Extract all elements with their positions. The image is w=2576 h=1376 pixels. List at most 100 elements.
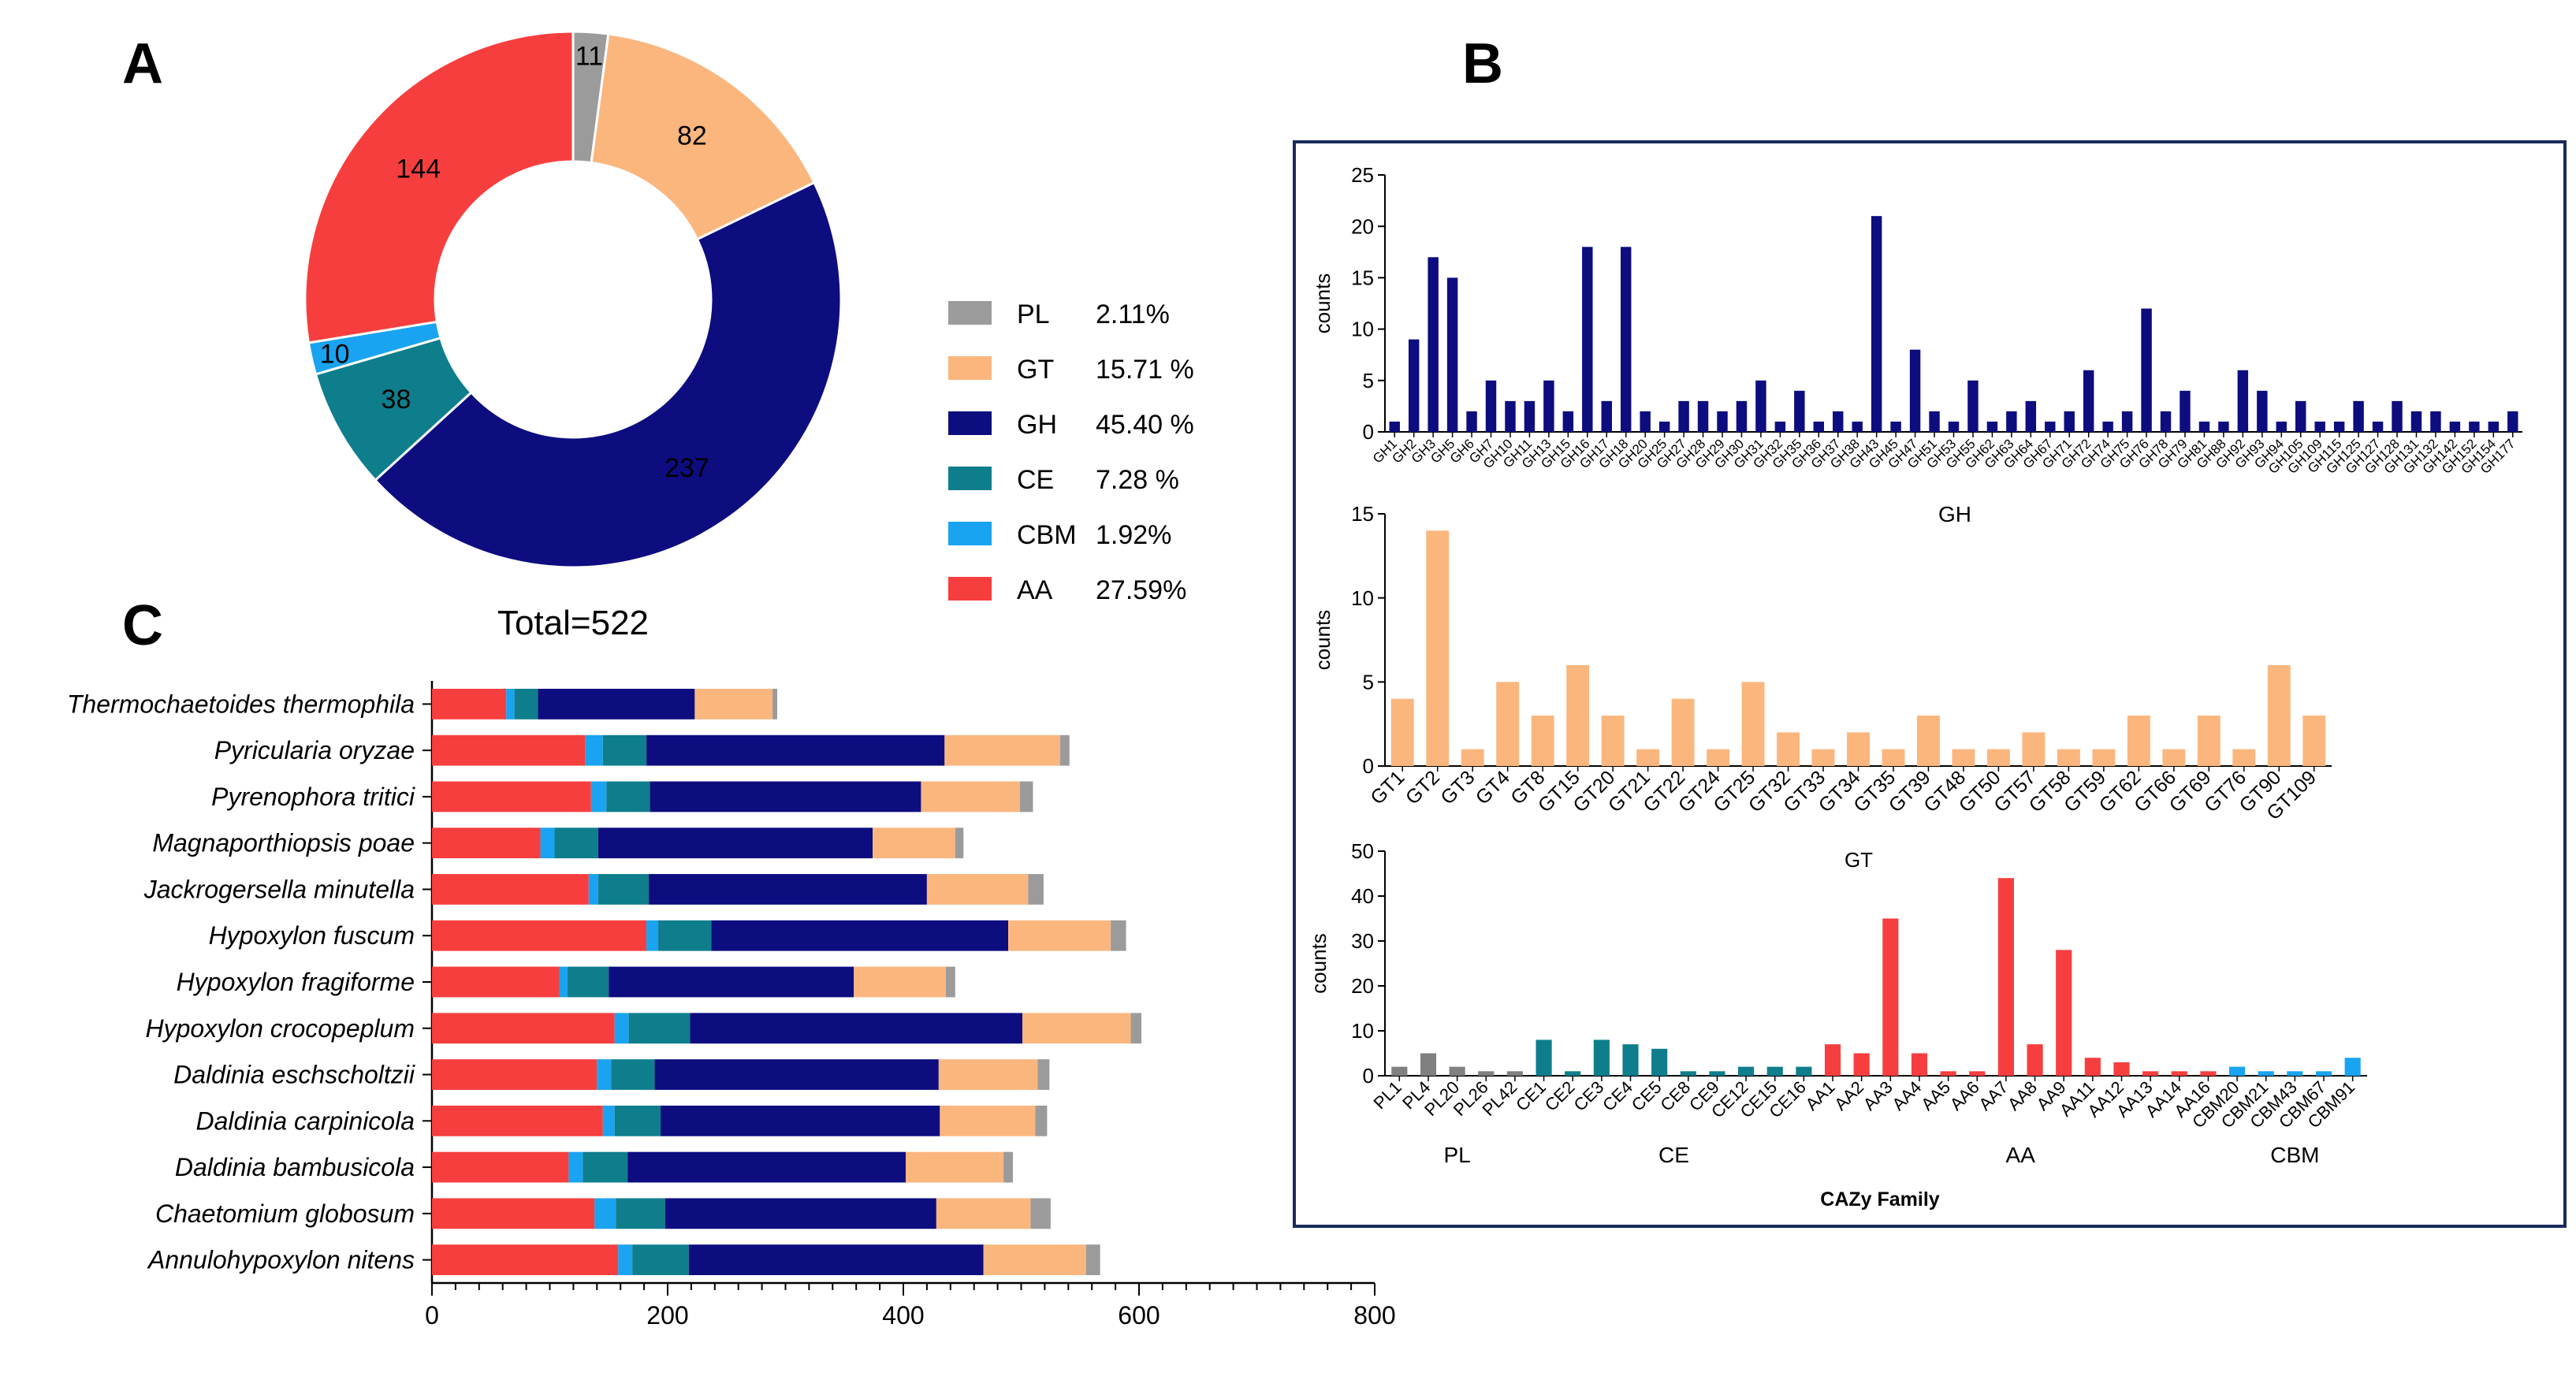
bar-segment-gh <box>688 1244 984 1276</box>
bar-segment-gh <box>627 1151 906 1183</box>
bar-segment-gt <box>944 734 1060 766</box>
x-tick-label: PL1 <box>1369 1077 1405 1113</box>
x-tick-label: GT4 <box>1472 766 1514 809</box>
bar-aa9 <box>2056 950 2072 1076</box>
bar-gh25 <box>1658 421 1670 432</box>
bar-segment-pl <box>1028 874 1044 905</box>
donut-value-label: 10 <box>320 339 350 369</box>
bar-gt69 <box>2197 716 2220 766</box>
y-tick-label: 0 <box>1363 754 1374 778</box>
bar-segment-gh <box>661 1105 940 1136</box>
legend-swatch-ce <box>948 467 992 490</box>
donut-legend: PL 2.11% GT 15.71 % GH 45.40 % CE 7.28 % CBM 1.92… <box>948 299 1194 605</box>
bar-segment-gh <box>538 688 695 720</box>
bar-segment-ce <box>597 874 650 905</box>
bar-ce2 <box>1565 1071 1581 1076</box>
bar-gt21 <box>1636 749 1660 766</box>
bar-gh36 <box>1813 421 1825 432</box>
y-tick-label: 40 <box>1351 884 1374 908</box>
x-tick-label: AA3 <box>1859 1077 1897 1114</box>
bar-gh53 <box>1948 421 1960 432</box>
legend-swatch-aa <box>948 577 992 601</box>
y-tick-label: 30 <box>1351 929 1374 953</box>
bar-segment-cbm <box>602 1105 615 1136</box>
bar-gh51 <box>1929 411 1940 432</box>
x-tick-label: AA8 <box>2004 1077 2041 1114</box>
bar-aa4 <box>1911 1053 1928 1076</box>
bar-segment-aa <box>432 966 560 998</box>
bar-segment-aa <box>432 1059 597 1090</box>
bar-gh1 <box>1389 421 1400 432</box>
bar-cbm67 <box>2315 1071 2332 1076</box>
group-label-pl: PL <box>1443 1143 1470 1167</box>
bar-gh109 <box>2314 421 2325 432</box>
bar-segment-cbm <box>646 920 659 951</box>
species-label: Pyricularia oryzae <box>214 736 415 764</box>
bar-gh125 <box>2353 400 2364 432</box>
y-tick-label: 0 <box>1363 420 1374 444</box>
donut-slice-gt <box>590 32 816 241</box>
x-tick-label: GT2 <box>1402 766 1444 809</box>
bar-segment-ce <box>614 1105 661 1136</box>
x-tick-label: 600 <box>1118 1301 1160 1330</box>
bar-pl1 <box>1391 1066 1408 1076</box>
bar-gh94 <box>2276 421 2288 432</box>
bar-segment-ce <box>567 966 609 998</box>
y-tick-label: 25 <box>1351 163 1374 187</box>
x-tick-label: AA1 <box>1801 1077 1838 1114</box>
bar-gt32 <box>1777 732 1800 766</box>
y-tick-label: 20 <box>1351 214 1374 238</box>
x-tick-label: AA2 <box>1830 1077 1867 1114</box>
bar-pl4 <box>1420 1053 1437 1076</box>
x-tick-label: CE5 <box>1628 1077 1666 1115</box>
bar-gh18 <box>1620 247 1632 432</box>
bar-segment-gh <box>690 1013 1022 1044</box>
species-label: Hypoxylon fragiforme <box>177 968 415 996</box>
bar-ce9 <box>1709 1071 1725 1076</box>
x-tick-label: AA4 <box>1888 1077 1925 1114</box>
bar-gh32 <box>1774 421 1786 432</box>
legend-swatch-gt <box>948 356 992 380</box>
bar-segment-gh <box>646 734 945 766</box>
bar-gh47 <box>1909 349 1921 432</box>
bar-gh17 <box>1601 400 1612 432</box>
y-axis-label: counts <box>1311 273 1335 334</box>
bar-segment-pl <box>1037 1059 1050 1090</box>
y-tick-label: 50 <box>1351 839 1374 863</box>
bar-segment-ce <box>628 1013 691 1044</box>
bar-gh27 <box>1678 400 1689 432</box>
bar-gh29 <box>1717 411 1728 432</box>
bar-gh74 <box>2102 421 2113 432</box>
bar-ce15 <box>1766 1066 1783 1076</box>
species-label: Pyrenophora tritici <box>211 783 415 811</box>
bar-segment-cbm <box>597 1059 612 1090</box>
bar-aa14 <box>2171 1071 2187 1076</box>
bar-segment-aa <box>432 827 541 859</box>
bar-gh131 <box>2410 411 2422 432</box>
x-tick-label: CE2 <box>1541 1077 1579 1115</box>
x-tick-label: AA7 <box>1975 1077 2012 1114</box>
bar-segment-gt <box>921 781 1021 813</box>
bar-aa5 <box>1940 1071 1956 1076</box>
bar-segment-gt <box>940 1105 1036 1136</box>
bar-segment-gh <box>654 1059 939 1090</box>
bar-gt25 <box>1741 682 1765 766</box>
y-tick-label: 15 <box>1351 502 1374 526</box>
bar-gt76 <box>2232 749 2256 766</box>
species-label: Hypoxylon fuscum <box>209 921 415 950</box>
x-axis-label: GT <box>1845 848 1873 872</box>
bar-gh132 <box>2430 411 2441 432</box>
bar-segment-gt <box>694 688 773 720</box>
bar-segment-aa <box>432 874 589 905</box>
bar-gt4 <box>1496 682 1520 766</box>
bar-aa12 <box>2113 1062 2130 1076</box>
bar-segment-cbm <box>618 1244 633 1276</box>
y-tick-label: 0 <box>1363 1064 1374 1088</box>
bar-segment-ce <box>514 688 538 720</box>
species-label: Jackrogersella minutella <box>143 875 415 903</box>
bar-segment-gt <box>938 1059 1038 1090</box>
bar-gh105 <box>2295 400 2306 432</box>
bar-segment-aa <box>432 1151 569 1183</box>
